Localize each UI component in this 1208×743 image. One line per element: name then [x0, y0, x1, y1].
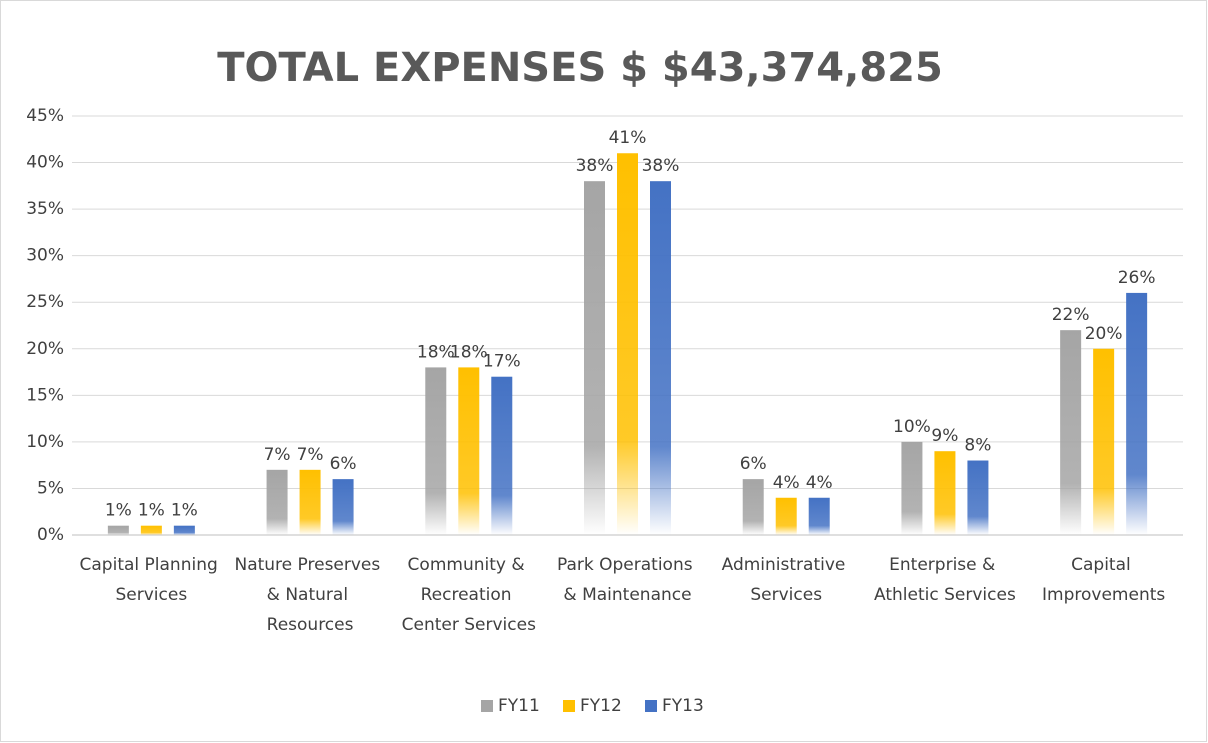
- x-tick-label: Nature Preserves & Natural Resources: [234, 555, 385, 635]
- data-label: 1%: [138, 501, 165, 521]
- y-tick-label: 5%: [37, 478, 64, 498]
- y-tick-label: 25%: [26, 292, 64, 312]
- x-tick-label: Capital Improvements: [1042, 555, 1165, 605]
- y-tick-label: 30%: [26, 246, 64, 266]
- bar: [934, 451, 956, 535]
- data-label: 1%: [171, 501, 198, 521]
- y-tick-label: 35%: [26, 199, 64, 219]
- bar: [140, 525, 162, 535]
- data-label: 10%: [893, 417, 931, 437]
- bar: [742, 479, 764, 535]
- bar: [967, 460, 989, 535]
- y-tick-label: 15%: [26, 385, 64, 405]
- data-label: 6%: [330, 454, 357, 474]
- y-tick-label: 0%: [37, 525, 64, 545]
- x-tick-label: Park Operations & Maintenance: [557, 555, 698, 605]
- data-label: 22%: [1052, 305, 1090, 325]
- bar: [617, 153, 638, 535]
- bar: [299, 469, 321, 535]
- legend-swatch: [645, 700, 657, 712]
- data-label: 18%: [450, 342, 488, 362]
- y-tick-label: 10%: [26, 432, 64, 452]
- y-tick-label: 20%: [26, 339, 64, 359]
- bar: [491, 376, 513, 535]
- data-label: 4%: [806, 473, 833, 493]
- data-label: 17%: [483, 352, 521, 372]
- bar: [901, 441, 923, 535]
- legend-label: FY13: [662, 696, 704, 716]
- data-label: 18%: [417, 342, 455, 362]
- legend-swatch: [481, 700, 493, 712]
- x-tick-label: Administrative Services: [722, 555, 851, 605]
- data-label: 7%: [264, 445, 291, 465]
- x-tick-label: Enterprise & Athletic Services: [874, 555, 1016, 605]
- bar: [1060, 330, 1082, 535]
- bar: [107, 525, 129, 535]
- bar: [584, 181, 605, 535]
- data-label: 26%: [1118, 268, 1156, 288]
- data-label: 38%: [642, 156, 680, 176]
- data-label: 9%: [931, 426, 958, 446]
- x-tick-label: Community & Recreation Center Services: [402, 555, 536, 635]
- bar: [650, 181, 671, 535]
- legend-label: FY11: [498, 696, 540, 716]
- y-tick-label: 45%: [26, 106, 64, 126]
- bar: [808, 497, 830, 535]
- bar: [173, 525, 195, 535]
- data-label: 41%: [609, 128, 647, 148]
- bar: [332, 479, 354, 535]
- legend-swatch: [563, 700, 575, 712]
- bar: [425, 367, 447, 535]
- bar: [775, 497, 797, 535]
- data-label: 20%: [1085, 324, 1123, 344]
- bar: [458, 367, 480, 535]
- bar: [266, 469, 288, 535]
- x-tick-label: Capital Planning Services: [80, 555, 224, 605]
- legend-label: FY12: [580, 696, 622, 716]
- data-label: 8%: [964, 436, 991, 456]
- data-label: 6%: [740, 454, 767, 474]
- data-label: 4%: [773, 473, 800, 493]
- bar: [1093, 348, 1115, 535]
- data-label: 38%: [576, 156, 614, 176]
- bar: [1126, 292, 1148, 535]
- data-label: 1%: [105, 501, 132, 521]
- chart-title: TOTAL EXPENSES $ $43,374,825: [217, 45, 943, 91]
- data-label: 7%: [297, 445, 324, 465]
- y-tick-label: 40%: [26, 153, 64, 173]
